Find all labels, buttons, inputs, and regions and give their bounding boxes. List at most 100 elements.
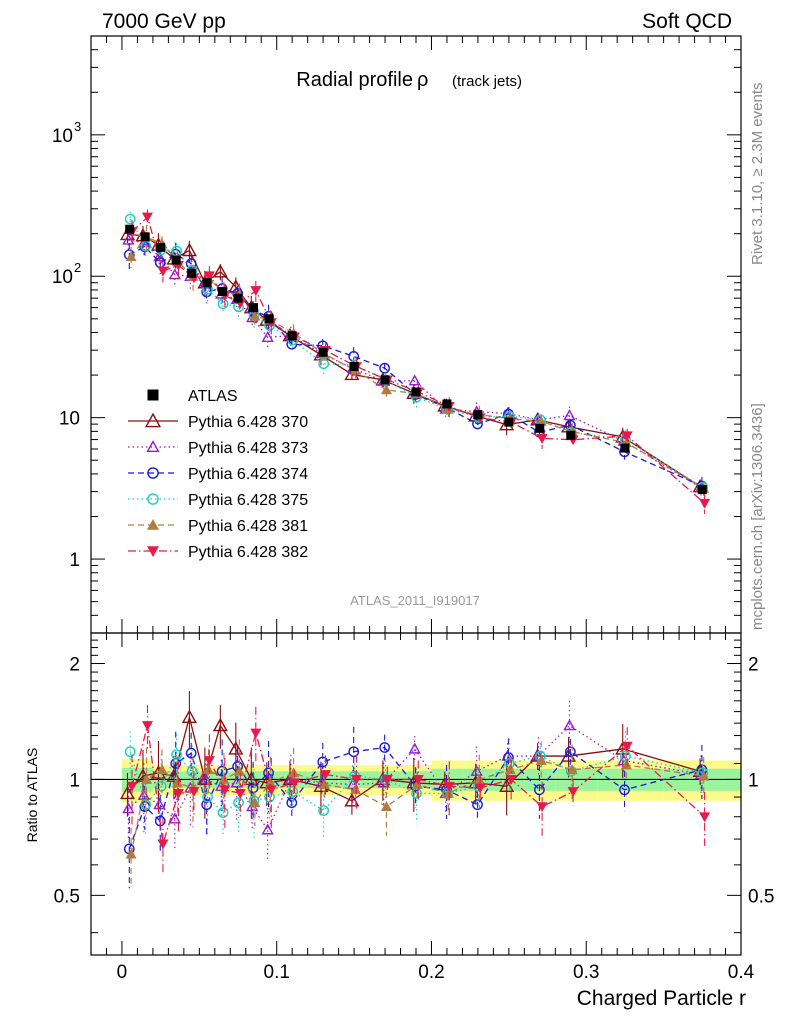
data-point-ratio	[349, 784, 361, 795]
data-point-ratio	[157, 839, 169, 850]
atlas-data-point	[318, 347, 328, 357]
data-point-main	[168, 268, 181, 280]
legend-item-atlas: ATLAS	[147, 388, 238, 405]
data-point-ratio	[443, 781, 455, 792]
data-point-main	[472, 418, 483, 430]
atlas-data-point	[349, 362, 359, 372]
atlas-data-point	[287, 331, 297, 341]
series-line-main	[128, 239, 702, 489]
legend-label: Pythia 6.428 382	[188, 544, 308, 561]
x-tick-label: 0.2	[418, 962, 444, 983]
data-point-ratio	[503, 752, 514, 763]
atlas-data-point	[187, 268, 197, 278]
mcplots-reference-text: mcplots.cern.ch [arXiv:1306.3436]	[749, 403, 766, 630]
data-point-ratio	[261, 823, 274, 835]
data-point-ratio	[344, 793, 360, 807]
y-tick-exponent: 3	[74, 119, 81, 134]
series-line-main	[127, 233, 701, 488]
legend-item: Pythia 6.428 373	[128, 440, 308, 457]
data-point-main	[141, 212, 153, 223]
header-left-text: 7000 GeV pp	[102, 10, 226, 33]
x-tick-label: 0	[117, 962, 128, 983]
ratio-y-tick-label: 0.5	[54, 886, 80, 907]
data-point-ratio	[156, 764, 168, 775]
data-point-ratio	[217, 807, 229, 818]
data-point-ratio	[621, 741, 633, 752]
atlas-data-point	[171, 255, 181, 265]
atlas-data-point	[697, 485, 707, 495]
atlas-data-point	[535, 423, 545, 433]
data-point-ratio	[168, 812, 181, 824]
data-point-ratio	[472, 799, 483, 811]
data-point-ratio	[202, 764, 214, 775]
legend: ATLAS Pythia 6.428 370 Pythia 6.428 373 Pyt…	[128, 388, 308, 561]
series-line-main	[129, 218, 704, 488]
chart-title: Radial profile	[296, 69, 413, 91]
data-point-ratio	[381, 775, 393, 785]
data-point-ratio	[201, 799, 213, 811]
data-point-main	[380, 384, 392, 395]
data-point-ratio	[249, 797, 261, 808]
legend-item: Pythia 6.428 374	[128, 466, 308, 483]
data-point-ratio	[504, 764, 516, 775]
data-point-main	[379, 362, 391, 374]
data-point-ratio	[319, 779, 331, 789]
data-point-main	[217, 298, 229, 310]
series-atlas	[125, 224, 707, 495]
legend-label: Pythia 6.428 381	[188, 518, 308, 535]
series-pythia-6-428-382	[126, 209, 711, 876]
data-point-ratio	[141, 721, 153, 732]
data-point-ratio	[203, 756, 215, 766]
data-point-ratio	[247, 782, 259, 794]
atlas-data-point	[504, 417, 514, 427]
atlas-data-point	[202, 278, 212, 288]
data-point-main	[181, 242, 197, 257]
data-point-ratio	[564, 746, 576, 758]
data-point-ratio	[287, 786, 299, 797]
data-point-ratio	[379, 742, 391, 753]
series-line-ratio	[127, 724, 702, 832]
data-point-ratio	[250, 728, 262, 739]
atlas-data-point	[264, 314, 274, 324]
data-point-ratio	[228, 741, 244, 755]
header-right-text: Soft QCD	[642, 10, 732, 33]
atlas-data-point	[566, 430, 576, 440]
data-point-main	[203, 271, 215, 282]
data-point-ratio	[442, 787, 454, 798]
data-point-ratio	[185, 747, 197, 759]
data-point-main	[185, 258, 197, 269]
y-tick-label: 10	[52, 126, 73, 147]
data-point-main	[261, 330, 274, 342]
data-point-ratio	[317, 756, 329, 768]
ratio-y-tick-label-right: 1	[748, 770, 759, 791]
data-point-ratio	[698, 770, 710, 781]
data-point-ratio	[124, 746, 136, 758]
data-point-ratio	[505, 775, 517, 785]
data-point-ratio	[288, 767, 300, 778]
data-point-ratio	[319, 770, 331, 780]
atlas-data-point	[156, 242, 166, 252]
y-tick-exponent: 2	[74, 260, 81, 275]
series-line-main	[131, 215, 706, 504]
legend-marker	[147, 493, 159, 505]
data-point-ratio	[172, 777, 184, 788]
legend-label: Pythia 6.428 375	[188, 492, 308, 509]
data-point-ratio	[188, 787, 200, 798]
legend-label: Pythia 6.428 370	[188, 414, 308, 431]
data-point-ratio	[699, 812, 711, 823]
data-point-ratio	[137, 788, 151, 800]
data-point-ratio	[473, 773, 485, 784]
series-line-ratio	[129, 751, 703, 814]
data-point-ratio	[186, 765, 198, 777]
atlas-data-point	[411, 387, 421, 397]
x-tick-label: 0.1	[264, 962, 290, 983]
data-point-ratio	[125, 848, 137, 859]
data-point-ratio	[288, 778, 300, 789]
data-point-ratio	[155, 780, 167, 792]
legend-marker	[147, 389, 159, 401]
series-layer	[119, 209, 711, 889]
data-point-main	[212, 263, 228, 278]
x-tick-label: 0.3	[573, 962, 599, 983]
x-axis-label: Charged Particle r	[577, 987, 746, 1010]
